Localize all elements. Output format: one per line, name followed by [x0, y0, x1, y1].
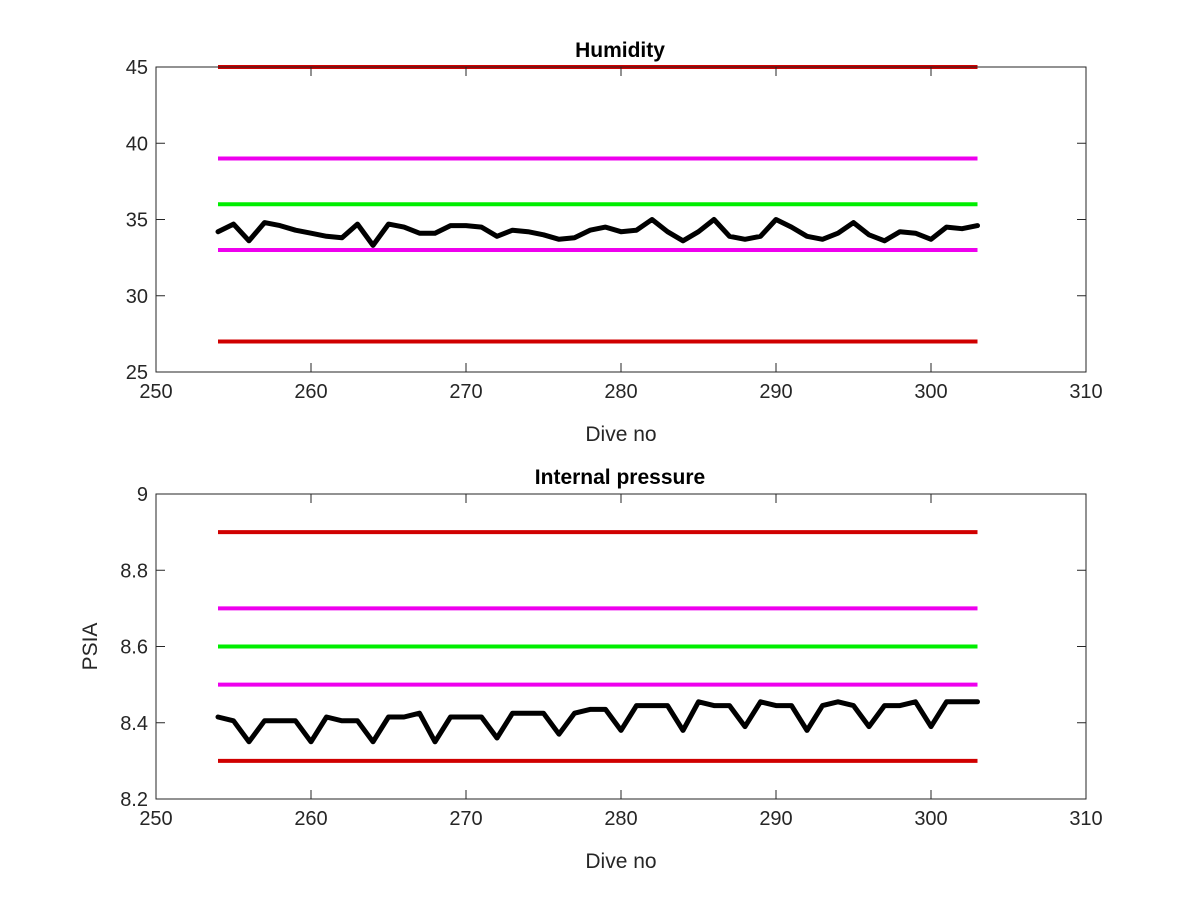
plot-area — [156, 67, 1086, 372]
y-tick-label: 40 — [126, 133, 148, 155]
x-tick-label: 260 — [294, 381, 327, 403]
x-tick-label: 310 — [1069, 381, 1102, 403]
x-tick-label: 290 — [759, 808, 792, 830]
chart-title: Humidity — [575, 39, 665, 62]
x-tick-label: 270 — [449, 381, 482, 403]
chart-title: Internal pressure — [535, 466, 705, 489]
x-axis-label: Dive no — [585, 850, 656, 873]
x-tick-label: 300 — [914, 808, 947, 830]
x-tick-label: 300 — [914, 381, 947, 403]
x-tick-label: 280 — [604, 381, 637, 403]
x-tick-label: 290 — [759, 381, 792, 403]
x-tick-label: 260 — [294, 808, 327, 830]
y-tick-label: 9 — [137, 484, 148, 506]
y-tick-label: 35 — [126, 210, 148, 232]
humidity-chart: Humidity 250 260 270 280 290 300 310 25 30 35 40 45… — [126, 39, 1103, 446]
y-tick-label: 30 — [126, 286, 148, 308]
series-line-0 — [215, 699, 980, 745]
y-tick-label: 8.2 — [120, 789, 148, 811]
x-axis-label: Dive no — [585, 423, 656, 446]
x-tick-label: 250 — [139, 808, 172, 830]
y-tick-label: 8.6 — [120, 637, 148, 659]
y-tick-label: 25 — [126, 362, 148, 384]
x-tick-label: 270 — [449, 808, 482, 830]
x-tick-label: 280 — [604, 808, 637, 830]
y-axis-label: PSIA — [79, 623, 102, 671]
y-tick-label: 45 — [126, 57, 148, 79]
series-line-0 — [215, 217, 980, 248]
x-tick-label: 250 — [139, 381, 172, 403]
internal-pressure-chart: Internal pressure 250 260 270 280 290 300 310 8… — [79, 466, 1103, 873]
y-tick-label: 8.8 — [120, 560, 148, 582]
y-tick-label: 8.4 — [120, 713, 148, 735]
x-tick-label: 310 — [1069, 808, 1102, 830]
